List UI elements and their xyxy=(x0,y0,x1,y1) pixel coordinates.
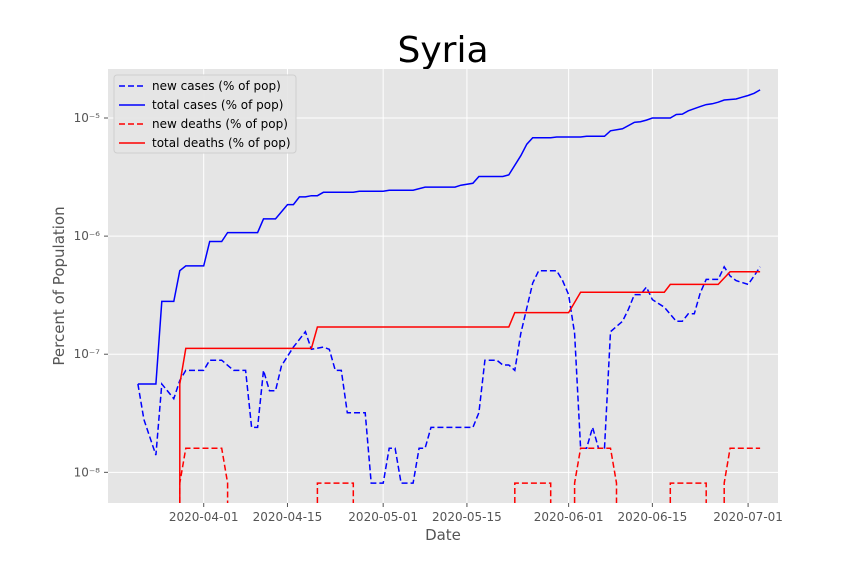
legend-entry-label: new cases (% of pop) xyxy=(152,79,281,93)
series-line-new-deaths xyxy=(514,482,552,503)
y-tick-label: 10⁻⁵ xyxy=(74,111,101,125)
x-tick-label: 2020-06-01 xyxy=(534,510,604,524)
x-tick-label: 2020-05-15 xyxy=(432,510,502,524)
x-tick-label: 2020-06-15 xyxy=(618,510,688,524)
legend: new cases (% of pop) total cases (% of po… xyxy=(113,74,297,154)
legend-box xyxy=(113,74,297,154)
series-line-new-deaths xyxy=(316,482,355,503)
x-tick-label: 2020-04-15 xyxy=(253,510,323,524)
y-tick-label: 10⁻⁶ xyxy=(74,229,101,243)
axis-ticks: 2020-04-01 2020-04-15 2020-05-01 2020-05-15… xyxy=(74,111,783,524)
series-line-new-cases xyxy=(137,265,761,484)
series-line-new-deaths xyxy=(669,482,707,503)
x-tick-label: 2020-04-01 xyxy=(169,510,239,524)
legend-entry-label: total deaths (% of pop) xyxy=(152,136,291,150)
series-layer xyxy=(137,89,761,503)
y-axis-label: Percent of Population xyxy=(50,206,68,365)
legend-entry-label: new deaths (% of pop) xyxy=(152,117,288,131)
series-line-total-cases xyxy=(137,89,761,385)
series-line-new-deaths xyxy=(723,447,761,503)
chart-title: Syria xyxy=(397,30,488,71)
legend-entry-label: total cases (% of pop) xyxy=(152,98,283,112)
x-tick-label: 2020-07-01 xyxy=(713,510,783,524)
y-tick-label: 10⁻⁸ xyxy=(74,465,101,479)
x-tick-label: 2020-05-01 xyxy=(348,510,418,524)
x-axis-label: Date xyxy=(425,526,461,544)
series-line-new-deaths xyxy=(179,447,229,503)
series-line-total-deaths xyxy=(179,270,761,503)
y-tick-label: 10⁻⁷ xyxy=(74,347,101,361)
